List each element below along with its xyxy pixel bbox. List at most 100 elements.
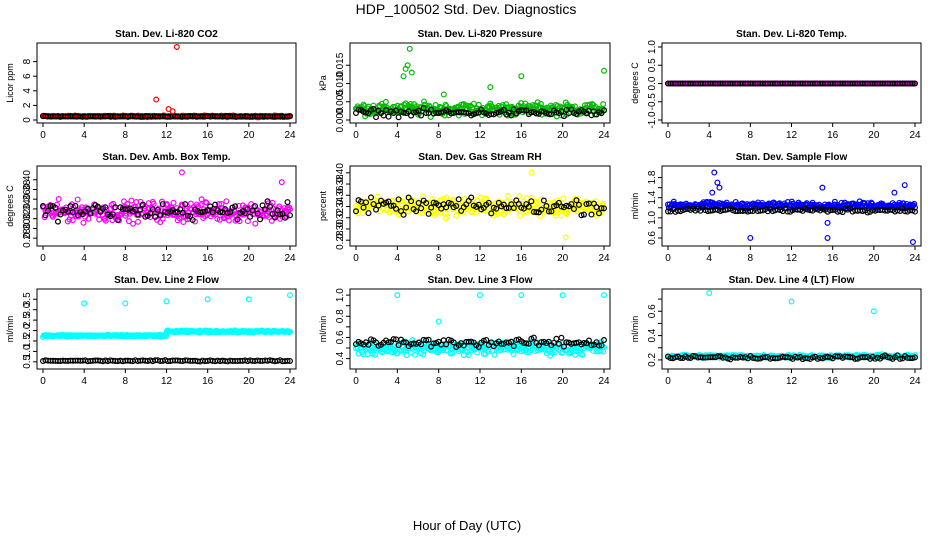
reference-point [365, 341, 372, 348]
reference-point [555, 340, 562, 347]
reference-point [415, 107, 422, 114]
y-tick-label: 0.40 [22, 170, 33, 190]
data-points [664, 290, 918, 363]
reference-point [418, 112, 425, 119]
panel-title: Stan. Dev. Line 2 Flow [114, 275, 219, 286]
outlier-point [487, 84, 494, 91]
y-tick-label: 1.0 [335, 288, 346, 302]
reference-point [573, 197, 580, 204]
reference-point [503, 205, 510, 212]
outlier-point [204, 296, 211, 303]
reference-point [493, 205, 500, 212]
reference-point [400, 109, 407, 116]
series-point [96, 216, 103, 223]
series-point [124, 201, 131, 208]
y-tick-label: 2.5 [22, 313, 33, 327]
x-tick-label: 20 [243, 253, 255, 264]
reference-point [47, 202, 54, 209]
reference-point [864, 209, 871, 216]
x-tick-label: 16 [202, 253, 214, 264]
outlier-point [81, 300, 88, 307]
series-point [180, 218, 187, 225]
series-point [498, 347, 505, 354]
y-tick-label: 0.0 [647, 76, 658, 90]
reference-point [199, 209, 206, 216]
series-point [508, 198, 515, 205]
outlier-point [435, 318, 442, 325]
y-tick-label: 1.0 [647, 40, 658, 54]
x-tick-label: 8 [123, 253, 129, 264]
series-point [268, 217, 275, 224]
panel-title: Stan. Dev. Li-820 Pressure [418, 29, 543, 40]
series-point [198, 196, 205, 203]
x-tick-label: 16 [827, 376, 839, 387]
reference-point [438, 109, 445, 116]
reference-point [373, 206, 380, 213]
reference-point [262, 206, 269, 213]
outlier-point [477, 292, 484, 299]
reference-point [102, 204, 109, 211]
series-point [444, 213, 451, 220]
reference-point [757, 207, 764, 214]
reference-point [284, 113, 291, 120]
reference-point [395, 196, 402, 203]
panel-4: Stan. Dev. Amb. Box Temp. 0 4 8 12 16 20 24 0.28… [5, 152, 297, 264]
series-point [130, 220, 137, 227]
panel-title: Stan. Dev. Line 4 (LT) Flow [729, 275, 855, 286]
series-point [360, 351, 367, 358]
series-point [133, 198, 140, 205]
reference-point [415, 199, 422, 206]
y-tick-label: 0.38 [22, 179, 33, 199]
x-tick-label: 16 [516, 130, 528, 141]
series-point [831, 198, 838, 205]
reference-point [443, 204, 450, 211]
reference-point [560, 113, 567, 120]
outlier-point [709, 189, 716, 196]
reference-point [498, 340, 505, 347]
x-tick-label: 4 [395, 130, 401, 141]
y-tick-label: 1.5 [22, 334, 33, 348]
y-tick-label: 6 [22, 73, 33, 79]
reference-point [360, 204, 367, 211]
reference-point [428, 204, 435, 211]
outlier-point [909, 238, 916, 245]
series-point [394, 350, 401, 357]
reference-point [39, 202, 46, 209]
y-tick-label: 1.8 [647, 170, 658, 184]
y-tick-label: 0.005 [335, 89, 346, 114]
y-tick-label: 0.38 [335, 174, 346, 194]
reference-point [400, 339, 407, 346]
panel-title: Stan. Dev. Sample Flow [736, 152, 848, 163]
series-point [225, 217, 232, 224]
reference-point [847, 354, 854, 361]
reference-point [677, 354, 684, 361]
panel-5: Stan. Dev. Gas Stream RH0 4 8 12 16 20 240.280… [318, 152, 611, 264]
reference-point [72, 202, 79, 209]
series-point [69, 217, 76, 224]
outlier-point [901, 182, 908, 189]
reference-point [400, 211, 407, 218]
x-tick-label: 4 [395, 253, 401, 264]
reference-point [553, 335, 560, 342]
x-tick-label: 24 [284, 130, 296, 141]
reference-point [287, 357, 294, 364]
x-tick-label: 0 [665, 376, 671, 387]
reference-point [207, 203, 214, 210]
outlier-point [518, 292, 525, 299]
reference-point [568, 201, 575, 208]
reference-point [282, 214, 289, 221]
reference-point [403, 204, 410, 211]
panel-title: Stan. Dev. Li-820 Temp. [736, 29, 847, 40]
outlier-point [870, 308, 877, 315]
reference-point [520, 107, 527, 114]
series-point [453, 212, 460, 219]
y-tick-label: 0.6 [335, 330, 346, 344]
reference-point [423, 109, 430, 116]
x-tick-label: 8 [436, 376, 442, 387]
series-point [80, 219, 87, 226]
reference-point [257, 216, 264, 223]
reference-point [525, 203, 532, 210]
reference-point [510, 343, 517, 350]
x-tick-label: 16 [202, 376, 214, 387]
